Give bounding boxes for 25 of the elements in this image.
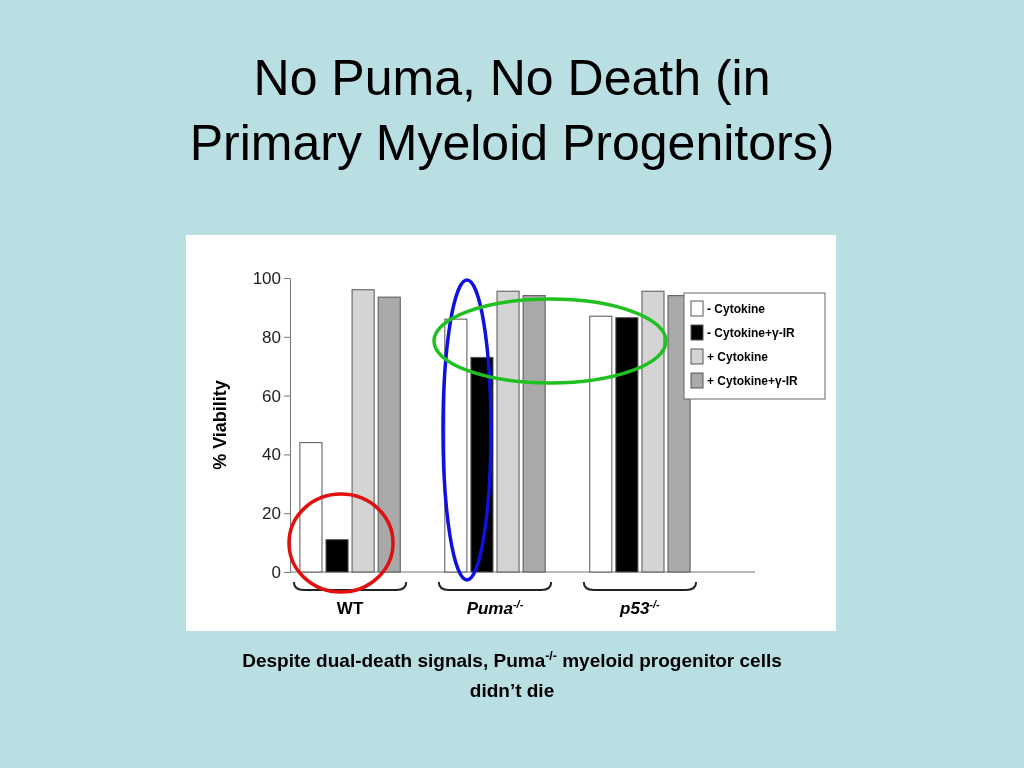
x-tick-label: p53$^{-/-}$	[619, 598, 661, 618]
bar	[325, 539, 349, 573]
bar	[522, 295, 546, 573]
y-tick-label: 80	[262, 327, 281, 347]
chart-title: No Puma, No Death (in Primary Myeloid Progenitors)	[189, 50, 835, 171]
bar	[496, 290, 520, 573]
bar	[377, 296, 401, 573]
x-tick-label: Puma$^{-/-}$	[466, 598, 524, 618]
bar	[589, 315, 613, 573]
y-tick-label: 60	[262, 386, 281, 406]
legend-label: - Cytokine+γ-IR	[707, 326, 796, 340]
y-axis-title: % Viability	[210, 380, 230, 470]
bar	[299, 442, 323, 573]
y-tick-label: 40	[262, 445, 281, 465]
text: Despite dual-death signals, Puma$^{-/-}$ myeloid progenitor cells didn’t die	[242, 649, 782, 701]
legend-label: - Cytokine	[707, 302, 766, 316]
y-tick-label: 20	[262, 504, 281, 524]
legend-label: + Cytokine+γ-IR	[707, 374, 799, 388]
bar	[351, 289, 375, 573]
y-tick-label: 100	[252, 268, 281, 288]
legend-label: + Cytokine	[707, 350, 769, 364]
y-tick-label: 0	[271, 562, 281, 582]
bar	[641, 290, 665, 573]
bar	[615, 317, 639, 573]
x-tick-label: WT	[336, 599, 364, 618]
